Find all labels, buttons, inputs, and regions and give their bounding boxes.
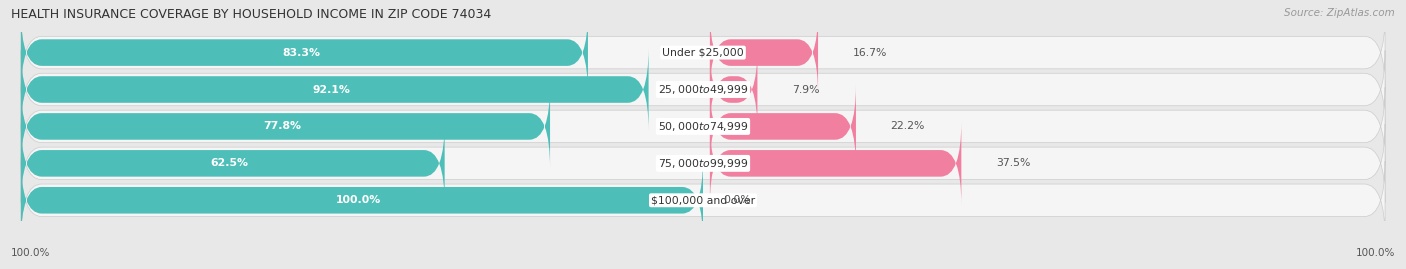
FancyBboxPatch shape	[21, 87, 1385, 165]
Text: $100,000 and over: $100,000 and over	[651, 195, 755, 205]
Text: HEALTH INSURANCE COVERAGE BY HOUSEHOLD INCOME IN ZIP CODE 74034: HEALTH INSURANCE COVERAGE BY HOUSEHOLD I…	[11, 8, 492, 21]
Text: 77.8%: 77.8%	[263, 121, 301, 132]
Text: 100.0%: 100.0%	[336, 195, 381, 205]
Text: $25,000 to $49,999: $25,000 to $49,999	[658, 83, 748, 96]
FancyBboxPatch shape	[21, 13, 1385, 92]
Text: 22.2%: 22.2%	[890, 121, 925, 132]
FancyBboxPatch shape	[21, 47, 648, 132]
FancyBboxPatch shape	[21, 124, 1385, 203]
Text: 83.3%: 83.3%	[283, 48, 321, 58]
FancyBboxPatch shape	[710, 121, 962, 206]
FancyBboxPatch shape	[21, 121, 444, 206]
Text: 100.0%: 100.0%	[11, 248, 51, 258]
Text: 37.5%: 37.5%	[995, 158, 1031, 168]
Text: 0.0%: 0.0%	[724, 195, 751, 205]
Text: 7.9%: 7.9%	[792, 84, 820, 94]
Text: $50,000 to $74,999: $50,000 to $74,999	[658, 120, 748, 133]
Text: $75,000 to $99,999: $75,000 to $99,999	[658, 157, 748, 170]
FancyBboxPatch shape	[21, 84, 550, 168]
FancyBboxPatch shape	[21, 161, 1385, 239]
Text: 92.1%: 92.1%	[312, 84, 350, 94]
FancyBboxPatch shape	[21, 158, 703, 242]
Text: 16.7%: 16.7%	[852, 48, 887, 58]
FancyBboxPatch shape	[21, 10, 588, 95]
Text: 62.5%: 62.5%	[211, 158, 249, 168]
Text: Under $25,000: Under $25,000	[662, 48, 744, 58]
Text: 100.0%: 100.0%	[1355, 248, 1395, 258]
FancyBboxPatch shape	[710, 10, 818, 95]
FancyBboxPatch shape	[21, 50, 1385, 129]
FancyBboxPatch shape	[710, 84, 856, 168]
FancyBboxPatch shape	[710, 47, 758, 132]
Text: Source: ZipAtlas.com: Source: ZipAtlas.com	[1284, 8, 1395, 18]
